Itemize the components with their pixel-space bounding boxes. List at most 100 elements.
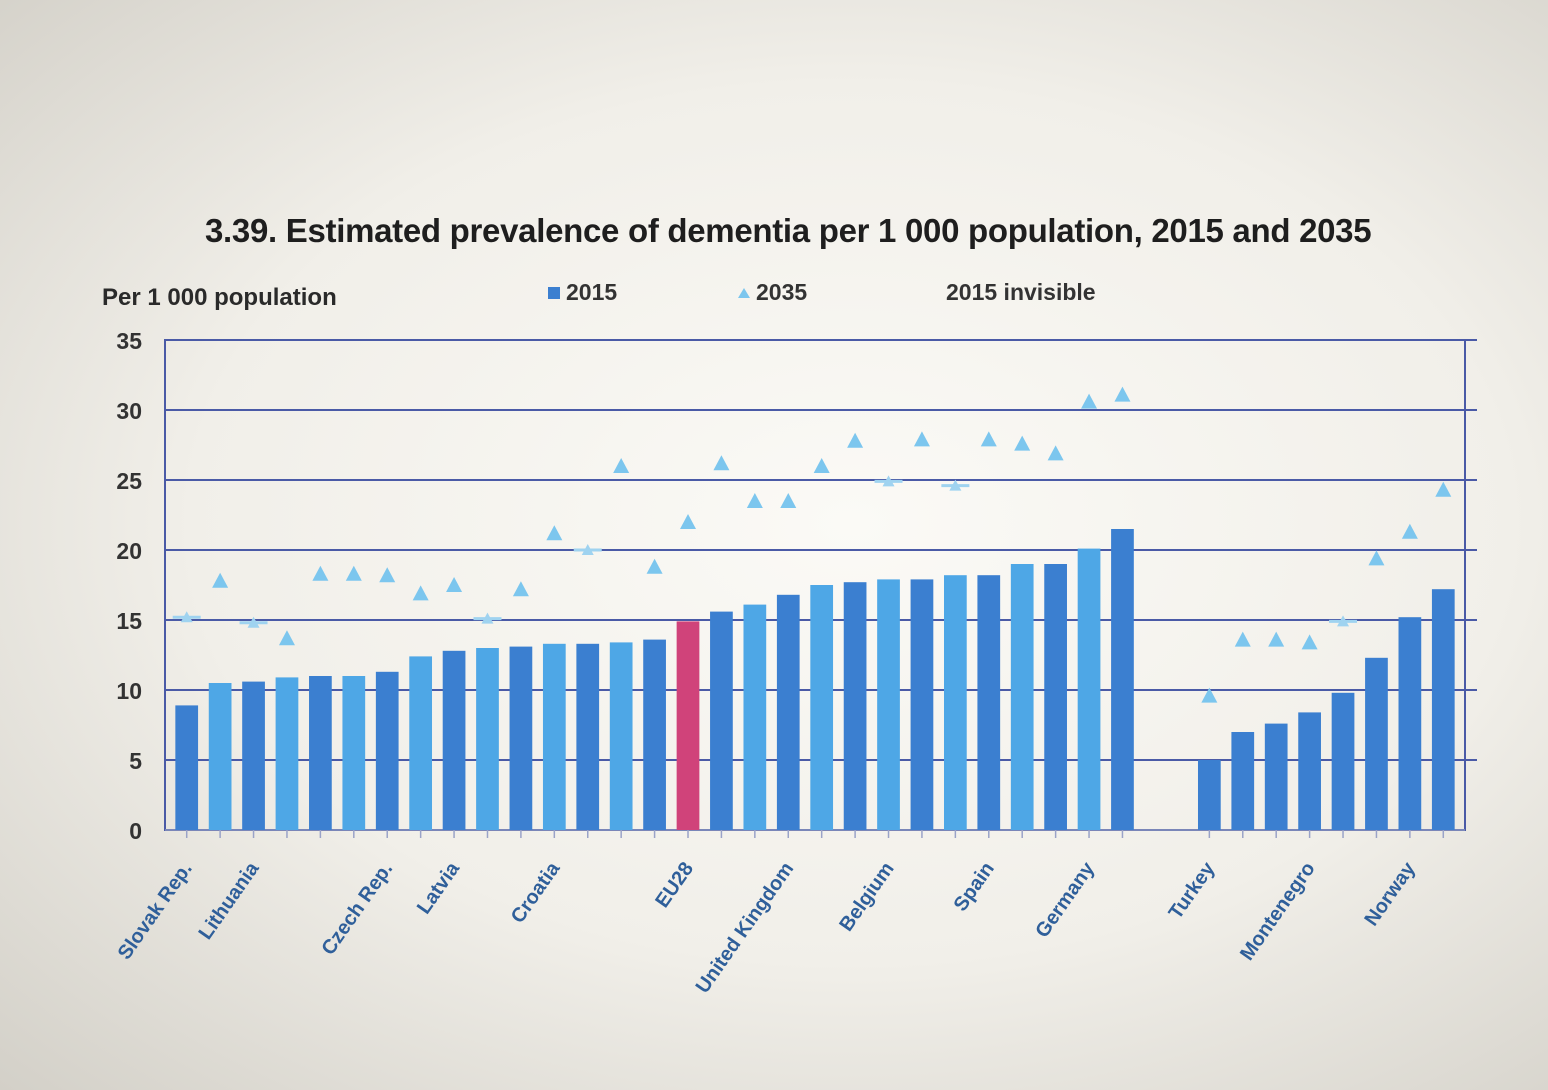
marker-2015-invisible-tri [581,544,594,555]
marker-2035 [345,565,362,581]
bar-2015 [1197,760,1221,830]
marker-2035 [1047,445,1064,461]
bar-2015 [1111,529,1134,830]
bar-2015 [977,575,1001,830]
x-category-label: Spain [950,858,999,915]
marker-2035 [646,558,663,574]
bar-2015 [542,643,566,830]
bar-2015 [1077,548,1101,830]
bar-2015 [342,676,366,830]
bar-2015 [710,611,733,830]
marker-2035 [512,581,529,597]
marker-2035 [212,572,229,588]
marker-2035 [1301,634,1318,650]
bar-2015 [409,656,433,830]
y-tick-label: 10 [116,678,142,704]
y-tick-label: 5 [129,748,142,774]
y-tick-label: 30 [116,398,142,424]
bar-2015 [476,648,499,830]
bar-2015 [776,594,800,830]
x-category-label: Belgium [835,858,898,935]
x-category-label: Latvia [413,858,465,919]
y-tick-label: 15 [116,608,142,634]
bar-2015 [175,705,199,830]
marker-2015-invisible-tri [1337,615,1350,627]
marker-2035 [1268,631,1285,647]
x-category-label: Czech Rep. [317,858,397,959]
bar-2015 [1431,589,1455,830]
bar-2015 [242,681,265,830]
bar-2015 [576,643,600,830]
marker-2035 [379,567,396,583]
bar-2015 [208,683,232,830]
legend-label-2035: 2035 [756,279,808,305]
bar-2015 [910,579,934,830]
bar-2015 [1231,732,1255,830]
marker-2015-invisible-tri [247,616,260,628]
bar-2015 [877,579,900,830]
x-category-label: Slovak Rep. [114,858,197,964]
bar-2015 [743,604,767,830]
marker-2015-invisible-tri [949,479,962,491]
legend-label-2015: 2015 [566,279,618,305]
marker-2035 [1401,523,1418,539]
chart-title: 3.39. Estimated prevalence of dementia p… [205,212,1372,249]
marker-2035 [780,493,797,508]
marker-2035 [1435,481,1452,497]
bar-2015 [643,639,666,830]
x-category-label: Montenegro [1236,858,1320,964]
y-tick-label: 25 [116,468,142,494]
bar-2015 [1398,617,1422,830]
marker-2035 [980,431,997,447]
marker-2035 [1201,687,1218,703]
legend-item-2015: 2015 [548,279,617,306]
marker-2035 [446,577,463,592]
legend-label-2015-invisible: 2015 invisible [946,279,1096,305]
y-tick-label: 20 [116,538,142,564]
marker-2035 [813,458,830,473]
marker-2035 [746,493,763,508]
bar-2015 [609,642,633,830]
marker-2015-invisible-tri [180,611,193,623]
marker-2035 [913,431,930,447]
x-category-label: Croatia [507,858,565,928]
bar-2015 [1298,712,1321,830]
marker-2035 [412,585,429,601]
marker-2035 [713,455,730,471]
marker-2035 [680,514,697,529]
bar-2015 [843,582,867,830]
bar-2015 [275,677,299,830]
y-tick-label: 35 [116,328,142,354]
bar-2015 [375,671,399,830]
legend-swatch-2035 [738,287,750,298]
marker-2035 [278,630,295,646]
x-category-label: Lithuania [195,858,265,944]
marker-2035 [1368,550,1385,566]
bar-2015 [1331,692,1355,830]
marker-2035 [1081,393,1098,409]
bar-2015 [810,585,834,830]
bar-2015 [1264,723,1288,830]
bar-2015 [442,650,466,830]
bar-2015 [509,646,533,830]
marker-2035 [847,432,864,448]
y-axis-label: Per 1 000 population [102,284,337,311]
bar-2015 [1044,564,1067,830]
marker-2035 [312,565,329,581]
legend-swatch-2015 [548,286,560,299]
x-category-label: Turkey [1165,858,1220,924]
marker-2015-invisible-tri [481,612,494,624]
marker-2035 [1014,435,1031,451]
x-category-label: United Kingdom [692,858,799,997]
bar-2015 [309,676,332,830]
y-tick-label: 0 [129,818,142,844]
x-category-label: Germany [1031,858,1099,942]
bar-2015 [676,621,700,830]
legend-item-2015-invisible: 2015 invisible [946,279,1096,306]
marker-2035 [546,525,563,541]
marker-2015-invisible-tri [882,475,895,487]
marker-2035 [1234,631,1251,647]
x-category-label: Norway [1361,858,1421,931]
